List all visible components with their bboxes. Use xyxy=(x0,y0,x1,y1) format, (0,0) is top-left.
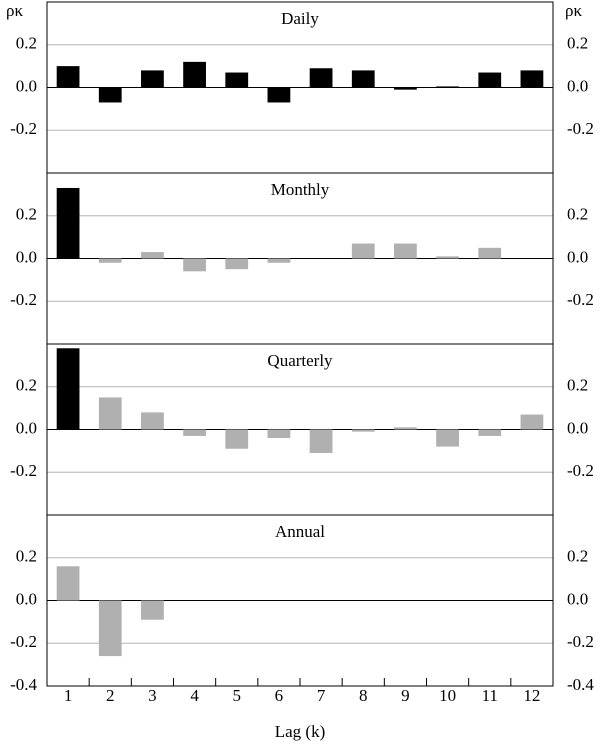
y-tick-label-right: 0.0 xyxy=(567,589,588,608)
y-tick-label: -0.4 xyxy=(10,675,37,694)
y-tick-label: -0.2 xyxy=(10,119,37,138)
bar xyxy=(56,187,80,259)
y-axis-label-right: ρκ xyxy=(565,1,582,20)
bar xyxy=(351,243,375,259)
bar xyxy=(98,87,122,103)
y-tick-label: 0.0 xyxy=(16,76,37,95)
x-tick-label: 11 xyxy=(482,686,498,705)
x-tick-label: 6 xyxy=(275,686,284,705)
bar xyxy=(141,70,164,88)
y-axis-label: ρκ xyxy=(6,1,23,20)
bar xyxy=(98,600,122,657)
y-tick-label-right: 0.2 xyxy=(567,205,588,224)
y-tick-label-right: -0.2 xyxy=(567,632,594,651)
x-tick-label: 5 xyxy=(233,686,242,705)
bar xyxy=(56,348,80,430)
y-tick-label-right: 0.2 xyxy=(567,547,588,566)
bar xyxy=(394,243,417,259)
bar xyxy=(183,258,206,272)
bar xyxy=(394,87,417,90)
bar xyxy=(141,252,164,259)
y-tick-label: 0.0 xyxy=(16,418,37,437)
bar xyxy=(478,72,502,88)
y-tick-label: 0.0 xyxy=(16,247,37,266)
bar xyxy=(98,258,122,263)
bar xyxy=(225,429,249,449)
bar xyxy=(183,61,206,88)
bar xyxy=(98,397,122,430)
y-tick-label: -0.2 xyxy=(10,290,37,309)
y-tick-label-right: -0.4 xyxy=(567,675,594,694)
y-tick-label: -0.2 xyxy=(10,461,37,480)
bar xyxy=(436,429,459,447)
y-tick-label: -0.2 xyxy=(10,632,37,651)
panel-title: Annual xyxy=(275,522,325,541)
bar xyxy=(267,87,291,103)
y-tick-label: 0.2 xyxy=(16,34,37,53)
bar xyxy=(309,429,333,454)
y-tick-label-right: 0.0 xyxy=(567,247,588,266)
x-tick-label: 9 xyxy=(401,686,410,705)
panel-title: Quarterly xyxy=(267,351,333,370)
y-tick-label-right: -0.2 xyxy=(567,119,594,138)
bar xyxy=(478,247,502,259)
panel-title: Monthly xyxy=(271,180,330,199)
x-axis-label: Lag (k) xyxy=(275,722,326,741)
bar xyxy=(225,258,249,270)
y-tick-label-right: 0.0 xyxy=(567,418,588,437)
bar xyxy=(225,72,249,88)
bar xyxy=(141,412,164,430)
bar xyxy=(56,566,80,601)
y-tick-label-right: -0.2 xyxy=(567,290,594,309)
x-tick-label: 10 xyxy=(439,686,456,705)
bar xyxy=(394,427,417,430)
bar xyxy=(309,68,333,88)
bar xyxy=(520,70,544,88)
x-tick-label: 7 xyxy=(317,686,326,705)
bar xyxy=(267,258,291,263)
bar xyxy=(436,86,459,88)
y-tick-label: 0.0 xyxy=(16,589,37,608)
y-tick-label: 0.2 xyxy=(16,205,37,224)
bar xyxy=(56,66,80,88)
y-tick-label: 0.2 xyxy=(16,547,37,566)
bar xyxy=(141,600,164,620)
bar xyxy=(183,429,206,436)
panel-title: Daily xyxy=(281,9,319,28)
x-tick-label: 3 xyxy=(148,686,157,705)
bar xyxy=(478,429,502,436)
y-tick-label-right: -0.2 xyxy=(567,461,594,480)
bar xyxy=(267,429,291,439)
y-tick-label-right: 0.2 xyxy=(567,376,588,395)
y-tick-label: 0.2 xyxy=(16,376,37,395)
bar xyxy=(520,414,544,430)
x-tick-label: 1 xyxy=(64,686,73,705)
bar xyxy=(351,429,375,432)
bar xyxy=(436,256,459,259)
y-tick-label-right: 0.0 xyxy=(567,76,588,95)
x-tick-label: 8 xyxy=(359,686,368,705)
x-tick-label: 2 xyxy=(106,686,115,705)
bar xyxy=(351,70,375,88)
y-tick-label-right: 0.2 xyxy=(567,34,588,53)
x-tick-label: 12 xyxy=(523,686,540,705)
x-tick-label: 4 xyxy=(190,686,199,705)
